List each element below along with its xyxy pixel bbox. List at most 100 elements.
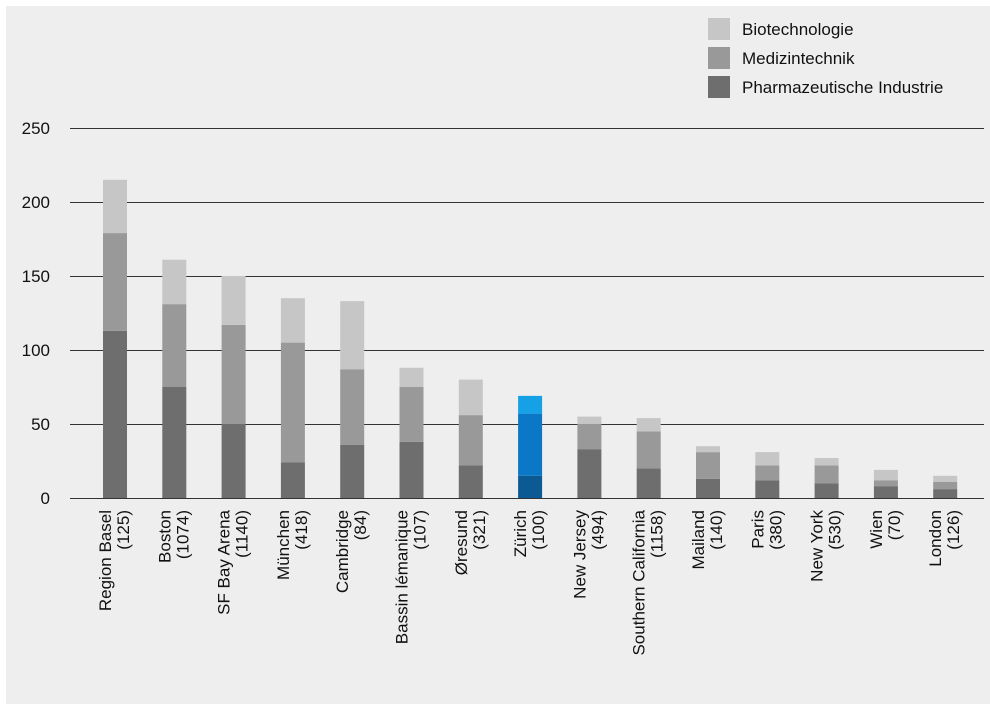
category-count: (380) [766,510,785,550]
y-tick-label-50: 50 [31,415,50,434]
bar-region-basel-pharmazeutische-industrie [103,330,127,498]
y-tick-label-0: 0 [41,489,50,508]
category-name: München [274,510,293,580]
bar-cambridge-biotechnologie [340,301,365,370]
bar-paris-medizintechnik [755,465,780,481]
bar-bassin-lemanique-medizintechnik [399,387,424,442]
bar-oresund-pharmazeutische-industrie [458,465,483,498]
bar-munchen-biotechnologie [280,298,305,343]
category-count: (418) [292,510,311,550]
category-label-boston: Boston (1074) [155,510,192,563]
bar-region-basel-biotechnologie [103,179,127,234]
legend-swatch-pharmazeutische-industrie [708,76,730,98]
y-tick-label-200: 200 [22,193,50,212]
category-label-paris: Paris (380) [748,510,785,550]
bar-sf-bay-arena-pharmazeutische-industrie [221,424,246,498]
category-count: (1074) [173,510,192,559]
category-label-wien: Wien (70) [867,510,904,549]
bar-new-york-pharmazeutische-industrie [814,483,839,498]
category-label-region-basel: Region Basel (125) [96,510,133,611]
category-count: (107) [411,510,430,550]
bar-boston-medizintechnik [162,304,187,387]
bar-london-biotechnologie [933,475,958,482]
category-name: New York [808,510,827,582]
category-name: Øresund [452,510,471,575]
category-name: Cambridge [333,510,352,593]
category-name: Bassin lémanique [393,510,412,644]
bar-cambridge-medizintechnik [340,369,365,445]
category-label-london: London (126) [926,510,963,567]
bar-oresund-biotechnologie [458,379,483,416]
category-label-munchen: München (418) [274,510,311,580]
y-tick-label-250: 250 [22,119,50,138]
bar-boston-pharmazeutische-industrie [162,387,187,498]
bar-london-medizintechnik [933,481,958,490]
category-name: Paris [748,510,767,549]
category-label-sf-bay-arena: SF Bay Arena (1140) [215,509,252,614]
category-label-bassin-lemanique: Bassin lémanique (107) [393,510,430,644]
category-name: Region Basel [96,510,115,611]
bar-mailand-biotechnologie [696,446,720,453]
category-label-mailand: Mailand (140) [689,510,726,570]
category-name: Southern California [630,509,649,655]
legend-swatch-biotechnologie [708,18,730,40]
bar-munchen-pharmazeutische-industrie [280,462,305,498]
bar-zurich-biotechnologie [518,395,543,414]
bar-new-jersey-medizintechnik [577,424,602,450]
category-count: (126) [944,510,963,550]
category-label-new-york: New York (530) [808,510,845,582]
bar-sf-bay-arena-biotechnologie [221,276,246,325]
category-name: Wien [867,510,886,549]
legend-swatch-medizintechnik [708,47,730,69]
category-count: (1158) [648,510,667,558]
y-tick-label-100: 100 [22,341,50,360]
category-count: (70) [885,510,904,540]
bar-paris-biotechnologie [755,452,780,466]
bar-zurich-pharmazeutische-industrie [518,475,543,498]
category-count: (530) [826,510,845,550]
legend: Biotechnologie Medizintechnik Pharmazeutis… [708,18,943,98]
category-name: Zürich [511,510,530,557]
bar-wien-biotechnologie [873,469,898,481]
bar-bassin-lemanique-pharmazeutische-industrie [399,441,424,498]
bar-new-york-medizintechnik [814,465,839,484]
category-name: Mailand [689,510,708,570]
bars [103,179,958,498]
bar-mailand-pharmazeutische-industrie [696,478,720,498]
category-count: (1140) [233,510,252,558]
category-count: (84) [351,510,370,540]
bar-new-jersey-pharmazeutische-industrie [577,449,602,498]
bar-southern-california-medizintechnik [636,431,661,469]
category-count: (321) [470,510,489,550]
category-label-oresund: Øresund (321) [452,510,489,575]
category-count: (494) [588,510,607,550]
bar-sf-bay-arena-medizintechnik [221,324,246,424]
x-axis-category-labels: Region Basel (125) Boston (1074) SF Bay Aren… [96,509,963,655]
bar-boston-biotechnologie [162,259,187,305]
legend-label-biotechnologie: Biotechnologie [742,20,854,39]
category-count: (140) [707,510,726,550]
y-tick-label-150: 150 [22,267,50,286]
legend-label-pharmazeutische-industrie: Pharmazeutische Industrie [742,78,943,97]
bar-bassin-lemanique-biotechnologie [399,367,424,387]
category-label-zurich: Zürich (100) [511,510,548,557]
bar-wien-medizintechnik [873,480,898,487]
bar-new-york-biotechnologie [814,458,839,466]
category-name: New Jersey [570,510,589,599]
bar-southern-california-biotechnologie [636,418,661,432]
category-name: Boston [155,510,174,563]
category-name: SF Bay Arena [215,509,234,614]
legend-label-medizintechnik: Medizintechnik [742,49,855,68]
category-label-cambridge: Cambridge (84) [333,510,370,593]
category-count: (100) [529,510,548,550]
bar-new-jersey-biotechnologie [577,416,602,424]
bar-wien-pharmazeutische-industrie [873,486,898,498]
bar-cambridge-pharmazeutische-industrie [340,444,365,498]
bar-munchen-medizintechnik [280,342,305,463]
bar-mailand-medizintechnik [696,452,720,479]
bar-oresund-medizintechnik [458,415,483,466]
bar-paris-pharmazeutische-industrie [755,480,780,498]
bar-southern-california-pharmazeutische-industrie [636,468,661,498]
